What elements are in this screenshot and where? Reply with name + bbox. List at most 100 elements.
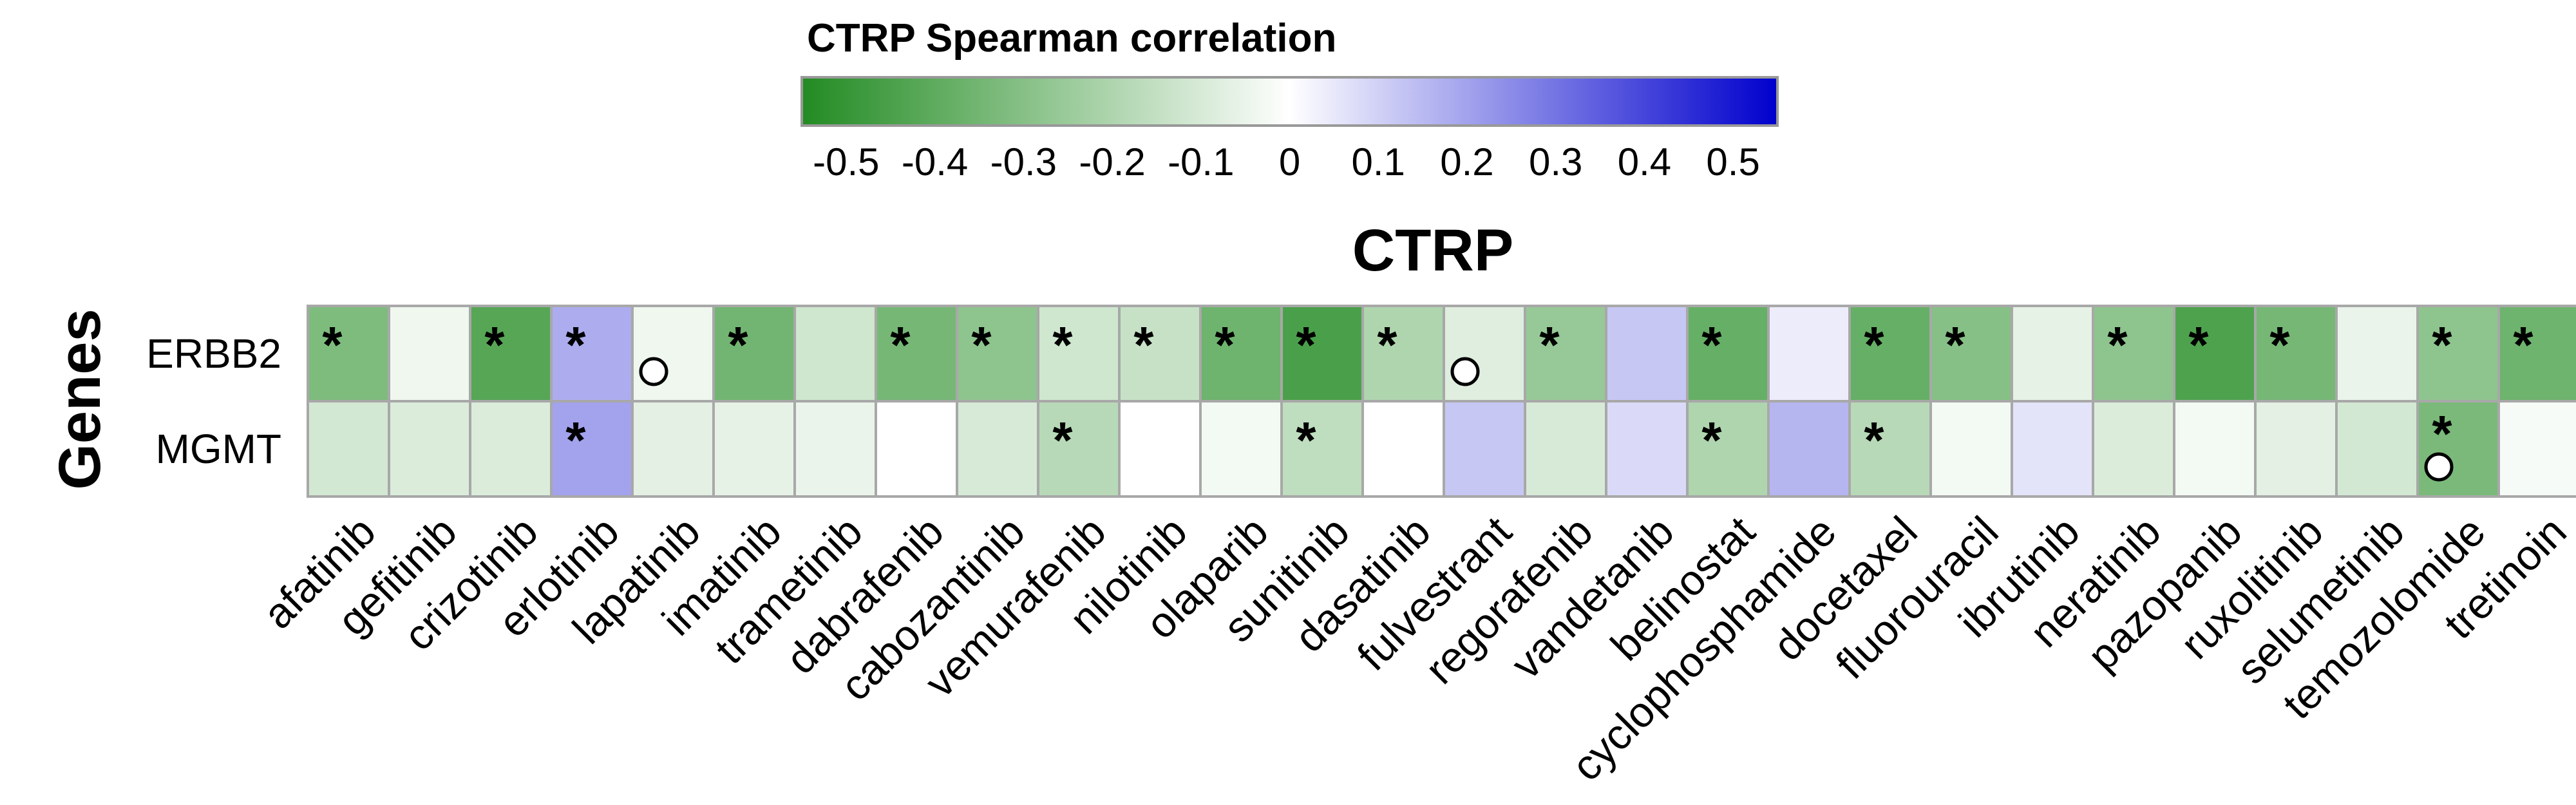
row-labels: ERBB2 MGMT xyxy=(146,330,281,472)
colorbar-tick-label: 0 xyxy=(1279,140,1300,184)
chart-title: CTRP xyxy=(1352,218,1513,283)
heatmap-cell xyxy=(1767,400,1851,498)
column-labels: afatinibgefitinibcrizotiniberlotiniblapa… xyxy=(254,507,2575,790)
heatmap-cell xyxy=(1118,400,1202,498)
heatmap-cell xyxy=(2497,305,2576,402)
heatmap-cell xyxy=(631,400,715,498)
heatmap-cell xyxy=(875,305,958,402)
heatmap-cell xyxy=(2011,305,2094,402)
heatmap-cell xyxy=(388,305,471,402)
heatmap-cell xyxy=(1443,305,1526,402)
heatmap-cell xyxy=(2173,400,2257,498)
row-label: MGMT xyxy=(156,426,282,472)
heatmap-cells: * * * * * * * * * * * * * * * * * * * ** * * * * * xyxy=(307,305,2576,498)
heatmap-cell xyxy=(2335,305,2419,402)
heatmap-cell xyxy=(875,400,958,498)
heatmap-cell xyxy=(2173,305,2257,402)
colorbar-tick-labels: -0.5 -0.4 -0.3 -0.2 -0.1 0 0.1 0.2 0.3 0.4 0.5 xyxy=(813,140,1760,184)
heatmap-cell xyxy=(1848,305,1932,402)
marker-circle xyxy=(2424,452,2454,482)
colorbar-tick-label: 0.4 xyxy=(1618,140,1671,184)
heatmap-cell xyxy=(1037,400,1121,498)
heatmap-cell xyxy=(1929,305,2013,402)
heatmap-cell xyxy=(307,400,390,498)
significance-asterisk: * xyxy=(1133,316,1154,374)
colorbar-tick-label: 0.3 xyxy=(1529,140,1582,184)
heatmap-cell xyxy=(793,305,877,402)
colorbar-tick-label: 0.5 xyxy=(1706,140,1759,184)
heatmap-cell xyxy=(550,305,634,402)
heatmap-cell xyxy=(712,305,796,402)
colorbar-tick-label: -0.3 xyxy=(990,140,1057,184)
colorbar-title: CTRP Spearman correlation xyxy=(807,16,1336,61)
significance-asterisk: * xyxy=(1864,316,1884,374)
heatmap-cell xyxy=(956,400,1039,498)
heatmap-cell xyxy=(1443,400,1526,498)
significance-asterisk: * xyxy=(1377,316,1397,374)
significance-asterisk: * xyxy=(890,316,911,374)
heatmap-cell xyxy=(1361,400,1445,498)
heatmap-cell xyxy=(793,400,877,498)
significance-asterisk: * xyxy=(1296,316,1316,374)
significance-asterisk: * xyxy=(1701,412,1722,469)
significance-asterisk: * xyxy=(1052,412,1073,469)
significance-asterisk: * xyxy=(2513,316,2533,374)
colorbar-tick-label: -0.5 xyxy=(813,140,879,184)
heatmap-cell xyxy=(307,305,390,402)
heatmap-cell xyxy=(1118,305,1202,402)
heatmap-cell xyxy=(469,305,553,402)
significance-asterisk: * xyxy=(2107,316,2128,374)
heatmap-cell xyxy=(388,400,471,498)
heatmap-cell xyxy=(2416,305,2500,402)
significance-asterisk: * xyxy=(565,316,586,374)
heatmap-cell xyxy=(1280,400,1364,498)
heatmap-cell xyxy=(712,400,796,498)
significance-asterisk: * xyxy=(322,316,343,374)
significance-asterisk: * xyxy=(565,412,586,469)
heatmap-cell xyxy=(1929,400,2013,498)
colorbar xyxy=(800,76,1779,127)
significance-asterisk: * xyxy=(1864,412,1884,469)
significance-asterisk: * xyxy=(1945,316,1965,374)
colorbar-tick-label: -0.1 xyxy=(1168,140,1234,184)
heatmap-cell xyxy=(1199,400,1283,498)
heatmap-cell xyxy=(1686,305,1770,402)
heatmap-cell xyxy=(1524,400,1607,498)
significance-asterisk: * xyxy=(1215,316,1235,374)
marker-circle xyxy=(1450,357,1480,386)
heatmap-cell xyxy=(2092,305,2175,402)
significance-asterisk: * xyxy=(484,316,505,374)
significance-asterisk: * xyxy=(2432,316,2452,374)
colorbar-tick-label: 0.2 xyxy=(1440,140,1493,184)
heatmap-cell xyxy=(2254,400,2338,498)
heatmap-cell xyxy=(2011,400,2094,498)
heatmap-cell xyxy=(631,305,715,402)
significance-asterisk: * xyxy=(2188,316,2209,374)
marker-circle xyxy=(639,357,668,386)
heatmap-cell xyxy=(1605,305,1689,402)
heatmap-cell xyxy=(1605,400,1689,498)
significance-asterisk: * xyxy=(1539,316,1560,374)
colorbar-tick-label: -0.2 xyxy=(1079,140,1145,184)
significance-asterisk: * xyxy=(1701,316,1722,374)
significance-asterisk: * xyxy=(1052,316,1073,374)
heatmap-cell xyxy=(2254,305,2338,402)
significance-asterisk: * xyxy=(728,316,748,374)
heatmap-cell xyxy=(1524,305,1607,402)
heatmap-cell xyxy=(2092,400,2175,498)
heatmap-cell xyxy=(2335,400,2419,498)
colorbar-tick-label: 0.1 xyxy=(1352,140,1405,184)
y-axis-title: Genes xyxy=(47,308,113,489)
significance-asterisk: * xyxy=(971,316,992,374)
significance-asterisk: * xyxy=(1296,412,1316,469)
heatmap-cell xyxy=(1037,305,1121,402)
heatmap-cell xyxy=(956,305,1039,402)
heatmap-cell xyxy=(469,400,553,498)
heatmap-cell xyxy=(1767,305,1851,402)
heatmap-cell xyxy=(1686,400,1770,498)
row-label: ERBB2 xyxy=(146,330,281,377)
colorbar-tick-label: -0.4 xyxy=(902,140,968,184)
heatmap-cell xyxy=(2416,400,2500,498)
heatmap-cell xyxy=(550,400,634,498)
